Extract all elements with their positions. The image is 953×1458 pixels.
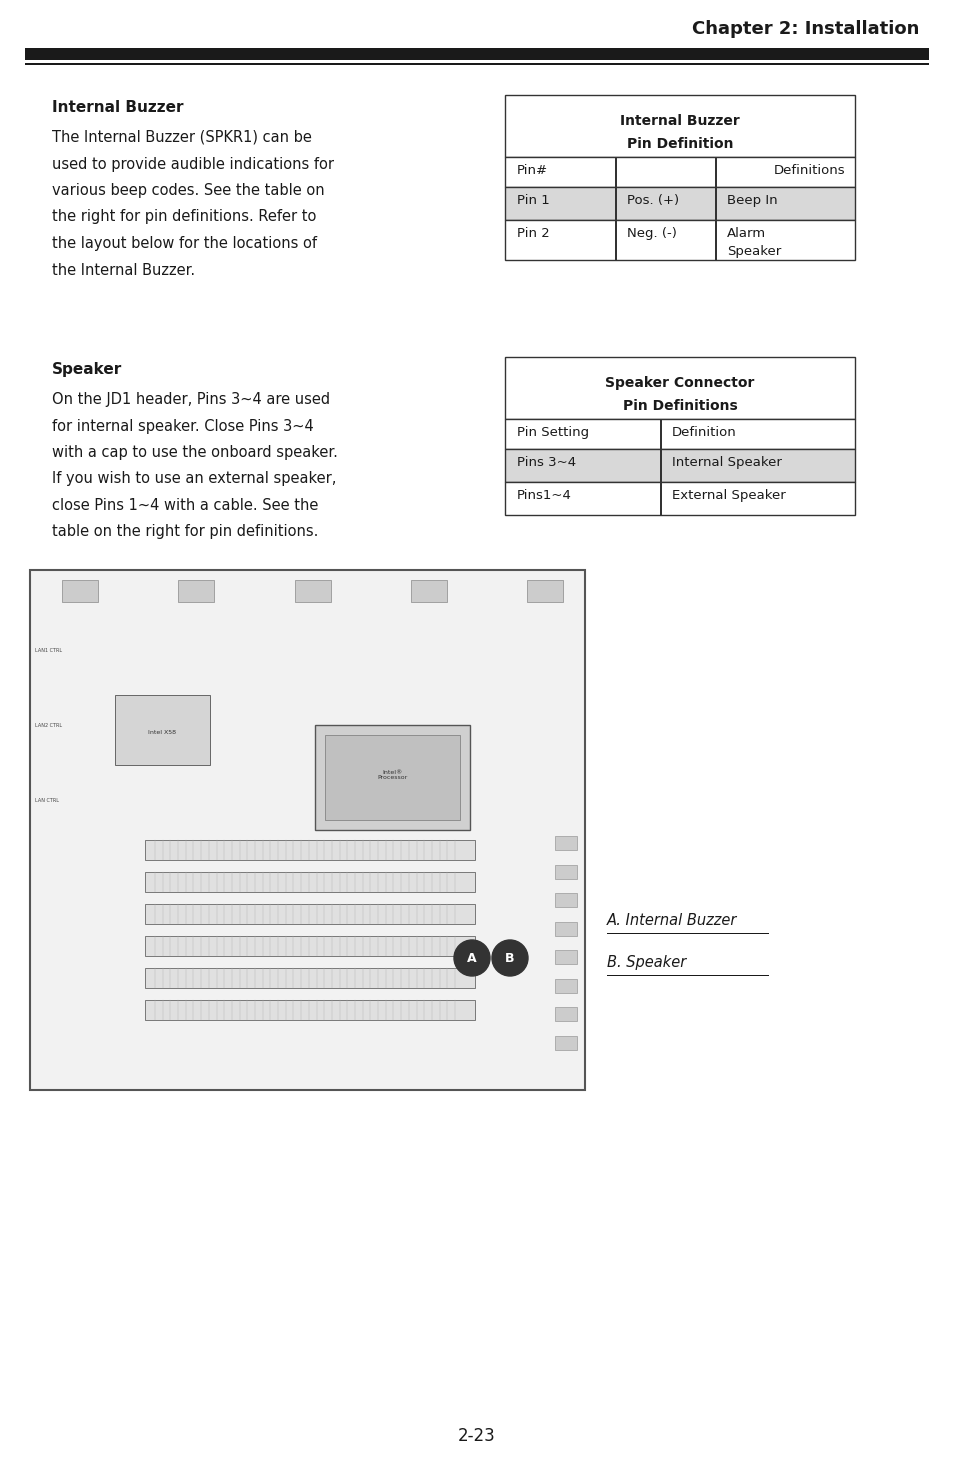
Text: Pin Setting: Pin Setting xyxy=(517,426,589,439)
Bar xyxy=(294,580,330,602)
Bar xyxy=(504,157,854,187)
Text: External Speaker: External Speaker xyxy=(671,488,785,502)
Bar xyxy=(714,220,716,260)
Bar xyxy=(504,418,854,449)
Bar xyxy=(504,187,854,220)
Text: close Pins 1~4 with a cable. See the: close Pins 1~4 with a cable. See the xyxy=(52,499,318,513)
Bar xyxy=(615,157,616,187)
Bar xyxy=(25,64,928,66)
Bar xyxy=(555,835,577,850)
Text: used to provide audible indications for: used to provide audible indications for xyxy=(52,156,334,172)
Text: 2-23: 2-23 xyxy=(457,1427,496,1445)
Text: Pin Definitions: Pin Definitions xyxy=(622,399,737,413)
Bar xyxy=(504,220,854,260)
Text: A. Internal Buzzer: A. Internal Buzzer xyxy=(606,913,737,927)
Text: Intel®
Processor: Intel® Processor xyxy=(377,770,407,780)
Text: A: A xyxy=(467,952,476,965)
Text: Speaker Connector: Speaker Connector xyxy=(604,376,754,389)
Text: Pin 2: Pin 2 xyxy=(517,227,549,241)
Bar xyxy=(504,95,854,157)
Bar xyxy=(325,735,459,819)
Text: Pin Definition: Pin Definition xyxy=(626,137,733,152)
Text: Internal Buzzer: Internal Buzzer xyxy=(52,101,183,115)
Text: table on the right for pin definitions.: table on the right for pin definitions. xyxy=(52,525,318,539)
Bar xyxy=(526,580,562,602)
Text: Speaker: Speaker xyxy=(52,362,122,378)
Text: with a cap to use the onboard speaker.: with a cap to use the onboard speaker. xyxy=(52,445,337,461)
Bar xyxy=(714,157,716,187)
Bar xyxy=(178,580,214,602)
Bar xyxy=(714,187,716,220)
Bar xyxy=(314,725,470,830)
Bar xyxy=(145,840,475,860)
Bar xyxy=(145,872,475,892)
Text: The Internal Buzzer (SPKR1) can be: The Internal Buzzer (SPKR1) can be xyxy=(52,130,312,144)
Text: Internal Buzzer: Internal Buzzer xyxy=(619,114,740,128)
Text: Alarm: Alarm xyxy=(726,227,765,241)
Text: Pos. (+): Pos. (+) xyxy=(626,194,679,207)
Text: Pin 1: Pin 1 xyxy=(517,194,549,207)
Bar xyxy=(30,570,584,1091)
Bar xyxy=(659,483,660,515)
Bar xyxy=(504,483,854,515)
Bar xyxy=(555,921,577,936)
Text: Definitions: Definitions xyxy=(773,163,844,176)
Text: If you wish to use an external speaker,: If you wish to use an external speaker, xyxy=(52,471,336,487)
Text: Pins1~4: Pins1~4 xyxy=(517,488,571,502)
Bar xyxy=(504,449,854,483)
Text: Chapter 2: Installation: Chapter 2: Installation xyxy=(691,20,918,38)
Bar xyxy=(25,48,928,60)
Bar xyxy=(555,1007,577,1022)
Bar xyxy=(145,968,475,989)
Bar xyxy=(145,1000,475,1021)
Text: the Internal Buzzer.: the Internal Buzzer. xyxy=(52,262,195,277)
Bar xyxy=(615,187,616,220)
Bar xyxy=(555,951,577,964)
Text: the right for pin definitions. Refer to: the right for pin definitions. Refer to xyxy=(52,210,316,225)
Bar xyxy=(411,580,446,602)
Bar xyxy=(115,695,210,765)
Text: B: B xyxy=(505,952,515,965)
Text: Intel X58: Intel X58 xyxy=(149,729,176,735)
Circle shape xyxy=(454,940,490,975)
Text: Beep In: Beep In xyxy=(726,194,777,207)
Text: On the JD1 header, Pins 3~4 are used: On the JD1 header, Pins 3~4 are used xyxy=(52,392,330,407)
Text: Pins 3~4: Pins 3~4 xyxy=(517,456,576,469)
Text: LAN CTRL: LAN CTRL xyxy=(35,798,59,802)
Text: Speaker: Speaker xyxy=(726,245,781,258)
Circle shape xyxy=(492,940,527,975)
Bar xyxy=(615,220,616,260)
Text: various beep codes. See the table on: various beep codes. See the table on xyxy=(52,184,324,198)
Bar xyxy=(145,936,475,956)
Text: LAN2 CTRL: LAN2 CTRL xyxy=(35,723,62,728)
Bar xyxy=(62,580,98,602)
Bar xyxy=(555,978,577,993)
Text: the layout below for the locations of: the layout below for the locations of xyxy=(52,236,316,251)
Text: Internal Speaker: Internal Speaker xyxy=(671,456,781,469)
Bar xyxy=(555,894,577,907)
Text: Definition: Definition xyxy=(671,426,736,439)
Text: Neg. (-): Neg. (-) xyxy=(626,227,677,241)
Bar xyxy=(555,865,577,879)
Bar xyxy=(555,1037,577,1050)
Text: B. Speaker: B. Speaker xyxy=(606,955,685,970)
Text: LAN1 CTRL: LAN1 CTRL xyxy=(35,647,62,653)
Text: for internal speaker. Close Pins 3~4: for internal speaker. Close Pins 3~4 xyxy=(52,418,314,433)
Bar xyxy=(659,449,660,483)
Bar xyxy=(145,904,475,924)
Text: Pin#: Pin# xyxy=(517,163,548,176)
Bar xyxy=(659,418,660,449)
Bar xyxy=(504,357,854,418)
